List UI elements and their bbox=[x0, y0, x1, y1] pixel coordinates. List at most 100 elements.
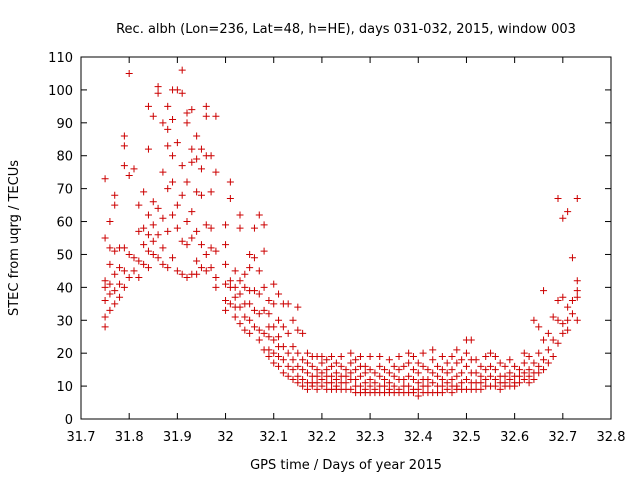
data-point bbox=[279, 356, 287, 364]
x-tick-label: 31.8 bbox=[115, 430, 144, 445]
data-point bbox=[352, 356, 360, 364]
data-point bbox=[241, 270, 249, 278]
data-point bbox=[197, 264, 205, 272]
data-point bbox=[308, 362, 316, 370]
data-point bbox=[144, 102, 152, 110]
data-point bbox=[149, 112, 157, 120]
data-point bbox=[255, 267, 263, 275]
data-point bbox=[284, 349, 292, 357]
data-point bbox=[173, 86, 181, 94]
data-point bbox=[318, 352, 326, 360]
data-point bbox=[164, 264, 172, 272]
data-point bbox=[564, 208, 572, 216]
data-point bbox=[135, 257, 143, 265]
data-point bbox=[140, 188, 148, 196]
data-point bbox=[169, 178, 177, 186]
data-point bbox=[487, 349, 495, 357]
data-point bbox=[159, 214, 167, 222]
data-point bbox=[101, 277, 109, 285]
data-point bbox=[149, 237, 157, 245]
data-point bbox=[188, 234, 196, 242]
data-point bbox=[501, 372, 509, 380]
data-point bbox=[443, 359, 451, 367]
data-point bbox=[414, 379, 422, 387]
data-point bbox=[414, 392, 422, 400]
data-point bbox=[438, 389, 446, 397]
data-point bbox=[409, 389, 417, 397]
data-point bbox=[535, 349, 543, 357]
data-point bbox=[193, 188, 201, 196]
data-point bbox=[559, 214, 567, 222]
data-point bbox=[111, 270, 119, 278]
data-point bbox=[197, 165, 205, 173]
data-point bbox=[106, 244, 114, 252]
data-point bbox=[135, 273, 143, 281]
data-point bbox=[458, 379, 466, 387]
y-tick-label: 50 bbox=[56, 248, 73, 263]
data-point bbox=[554, 195, 562, 203]
x-axis-label: GPS time / Days of year 2015 bbox=[250, 458, 442, 473]
data-point bbox=[275, 362, 283, 370]
data-point bbox=[371, 369, 379, 377]
data-point bbox=[438, 382, 446, 390]
y-tick-label: 60 bbox=[56, 216, 73, 231]
data-point bbox=[236, 277, 244, 285]
y-tick-label: 0 bbox=[65, 413, 73, 428]
data-point bbox=[284, 300, 292, 308]
data-point bbox=[337, 362, 345, 370]
data-point bbox=[250, 254, 258, 262]
data-point bbox=[188, 158, 196, 166]
data-point bbox=[366, 366, 374, 374]
data-point bbox=[347, 359, 355, 367]
data-point bbox=[173, 224, 181, 232]
data-point bbox=[101, 234, 109, 242]
data-point bbox=[573, 293, 581, 301]
data-point bbox=[106, 260, 114, 268]
data-point bbox=[540, 336, 548, 344]
data-point bbox=[573, 277, 581, 285]
data-point bbox=[144, 211, 152, 219]
data-point bbox=[188, 208, 196, 216]
data-point bbox=[376, 362, 384, 370]
data-point bbox=[554, 316, 562, 324]
data-point bbox=[525, 366, 533, 374]
data-point bbox=[506, 356, 514, 364]
data-point bbox=[164, 227, 172, 235]
data-point bbox=[246, 264, 254, 272]
data-point bbox=[318, 376, 326, 384]
data-point bbox=[135, 201, 143, 209]
data-point bbox=[419, 349, 427, 357]
data-point bbox=[289, 316, 297, 324]
data-point bbox=[183, 218, 191, 226]
data-point bbox=[356, 382, 364, 390]
data-point bbox=[491, 352, 499, 360]
x-tick-label: 32.4 bbox=[404, 430, 433, 445]
data-point bbox=[573, 316, 581, 324]
data-point bbox=[130, 254, 138, 262]
data-point bbox=[443, 379, 451, 387]
data-series bbox=[101, 66, 581, 400]
data-point bbox=[520, 369, 528, 377]
data-point bbox=[429, 369, 437, 377]
data-point bbox=[207, 188, 215, 196]
data-point bbox=[135, 227, 143, 235]
data-point bbox=[405, 359, 413, 367]
data-point bbox=[443, 385, 451, 393]
data-point bbox=[487, 362, 495, 370]
data-point bbox=[284, 372, 292, 380]
data-point bbox=[535, 323, 543, 331]
data-point bbox=[101, 323, 109, 331]
data-point bbox=[236, 303, 244, 311]
data-point bbox=[448, 366, 456, 374]
data-point bbox=[491, 382, 499, 390]
data-point bbox=[222, 297, 230, 305]
data-point bbox=[260, 329, 268, 337]
data-point bbox=[299, 329, 307, 337]
data-point bbox=[207, 152, 215, 160]
data-point bbox=[294, 379, 302, 387]
data-point bbox=[270, 349, 278, 357]
x-tick-label: 32.1 bbox=[259, 430, 288, 445]
data-point bbox=[207, 244, 215, 252]
data-point bbox=[385, 369, 393, 377]
data-point bbox=[178, 162, 186, 170]
